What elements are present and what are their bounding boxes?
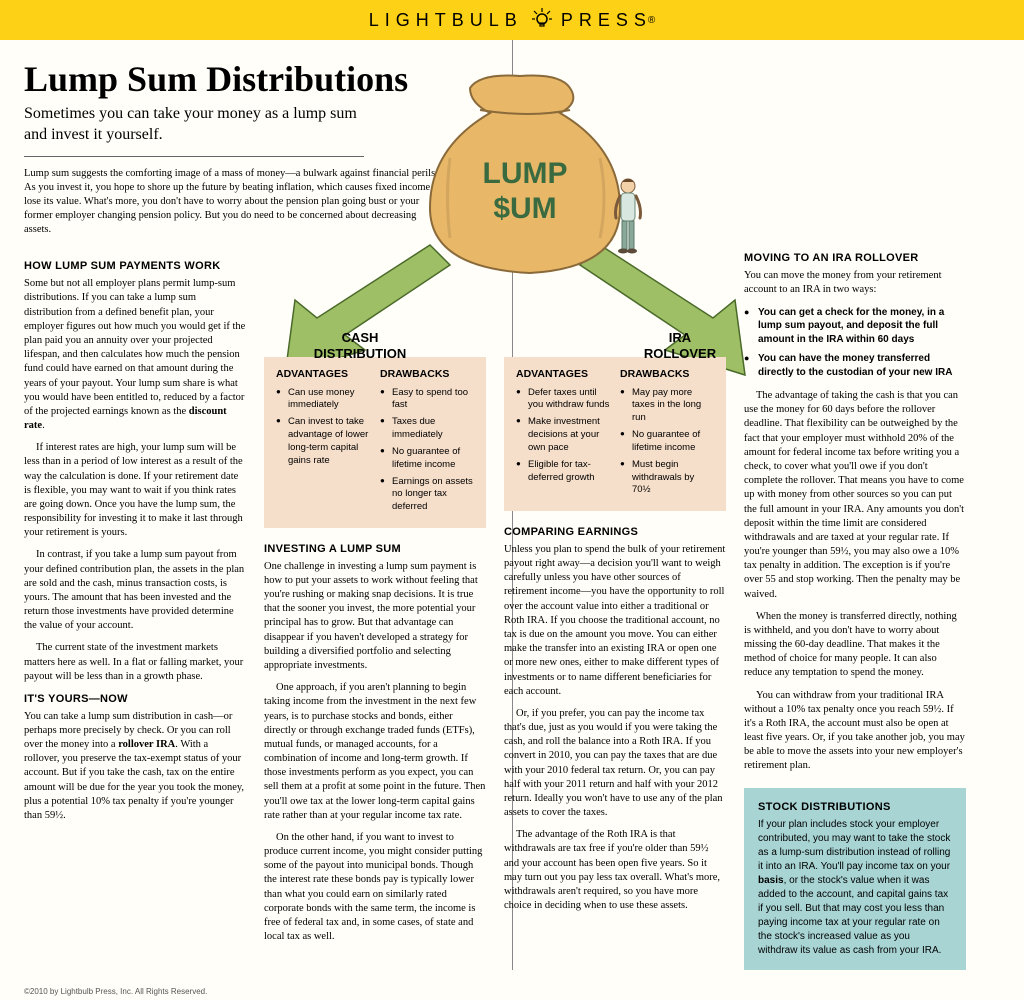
adv-head: ADVANTAGES (516, 367, 610, 381)
body-text: Or, if you prefer, you can pay the incom… (504, 707, 726, 820)
brand-reg: ® (648, 15, 655, 26)
column-4: MOVING TO AN IRA ROLLOVER You can move t… (744, 251, 966, 970)
list-item: Can invest to take advantage of lower lo… (276, 416, 370, 467)
list-item: Easy to spend too fast (380, 387, 474, 413)
list-item: Taxes due immediately (380, 416, 474, 442)
body-text: One approach, if you aren't planning to … (264, 681, 486, 823)
stock-head: STOCK DISTRIBUTIONS (758, 800, 952, 815)
svg-text:$UM: $UM (493, 192, 556, 225)
body-text: On the other hand, if you want to invest… (264, 831, 486, 944)
money-sack-illustration: LUMP $UM (380, 68, 680, 268)
body-text: You can move the money from your retirem… (744, 269, 966, 297)
list-item: Can use money immediately (276, 387, 370, 413)
rollover-ways-list: You can get a check for the money, in a … (744, 306, 966, 380)
body-text: One challenge in investing a lump sum pa… (264, 560, 486, 673)
dr-head: DRAWBACKS (380, 367, 474, 381)
list-item: Eligible for tax-deferred growth (516, 459, 610, 485)
list-item: Must begin withdrawals by 70½ (620, 459, 714, 497)
dr-list: May pay more taxes in the long run No gu… (620, 387, 714, 498)
list-item: You can get a check for the money, in a … (744, 306, 966, 347)
body-text: In contrast, if you take a lump sum payo… (24, 548, 246, 633)
cash-arrow-label: CASHDISTRIBUTION (300, 330, 420, 361)
list-item: No guarantee of lifetime income (380, 446, 474, 472)
stock-body: If your plan includes stock your employe… (758, 818, 952, 958)
list-item: May pay more taxes in the long run (620, 387, 714, 425)
dr-head: DRAWBACKS (620, 367, 714, 381)
page-subhead: Sometimes you can take your money as a l… (24, 104, 364, 157)
stock-distributions-box: STOCK DISTRIBUTIONS If your plan include… (744, 788, 966, 970)
ira-card: ADVANTAGES Defer taxes until you withdra… (504, 357, 726, 511)
brand-header: LIGHTBULB PRESS ® (0, 0, 1024, 40)
comparing-head: COMPARING EARNINGS (504, 525, 726, 540)
adv-list: Defer taxes until you withdraw funds Mak… (516, 387, 610, 485)
body-text: If interest rates are high, your lump su… (24, 441, 246, 540)
list-item: Make investment decisions at your own pa… (516, 416, 610, 454)
moving-head: MOVING TO AN IRA ROLLOVER (744, 251, 966, 266)
svg-text:LUMP: LUMP (483, 157, 568, 190)
column-1: HOW LUMP SUM PAYMENTS WORK Some but not … (24, 251, 246, 970)
body-text: The current state of the investment mark… (24, 641, 246, 684)
list-item: No guarantee of lifetime income (620, 429, 714, 455)
investing-head: INVESTING A LUMP SUM (264, 542, 486, 557)
cash-card: ADVANTAGES Can use money immediately Can… (264, 357, 486, 527)
ira-arrow-label: IRAROLLOVER (625, 330, 735, 361)
brand-right: PRESS (561, 10, 652, 31)
lightbulb-icon (529, 6, 555, 35)
brand-left: LIGHTBULB (369, 10, 523, 31)
list-item: Earnings on assets no longer tax deferre… (380, 476, 474, 514)
how-work-head: HOW LUMP SUM PAYMENTS WORK (24, 259, 246, 274)
body-text: Some but not all employer plans permit l… (24, 277, 246, 433)
body-text: Unless you plan to spend the bulk of you… (504, 543, 726, 699)
list-item: You can have the money transferred direc… (744, 352, 966, 379)
body-text: You can take a lump sum distribution in … (24, 710, 246, 823)
copyright: ©2010 by Lightbulb Press, Inc. All Right… (24, 987, 207, 996)
body-text: The advantage of the Roth IRA is that wi… (504, 828, 726, 913)
body-text: When the money is transferred directly, … (744, 610, 966, 681)
body-text: You can withdraw from your traditional I… (744, 689, 966, 774)
adv-head: ADVANTAGES (276, 367, 370, 381)
yours-now-head: IT'S YOURS—NOW (24, 692, 246, 707)
dr-list: Easy to spend too fast Taxes due immedia… (380, 387, 474, 514)
adv-list: Can use money immediately Can invest to … (276, 387, 370, 468)
body-text: The advantage of taking the cash is that… (744, 389, 966, 602)
list-item: Defer taxes until you withdraw funds (516, 387, 610, 413)
